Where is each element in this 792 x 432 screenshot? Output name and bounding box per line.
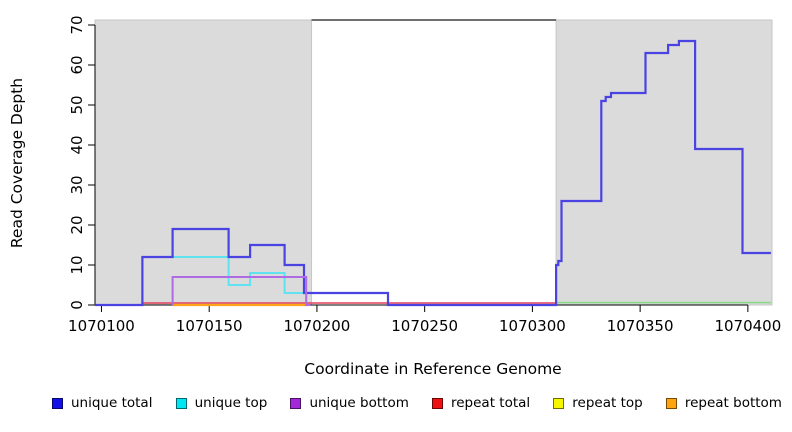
y-axis-title: Read Coverage Depth [8, 77, 26, 249]
x-axis-title: Coordinate in Reference Genome [304, 360, 562, 378]
legend-label: unique top [194, 395, 268, 411]
x-tick-label: 1070150 [175, 317, 243, 335]
legend-swatch-icon [553, 397, 565, 409]
legend-item-repeat-top: repeat top [553, 395, 643, 411]
series-line-unique-bottom [171, 276, 311, 306]
legend: unique total unique top unique bottom repea… [52, 395, 782, 411]
legend-label: repeat top [572, 395, 643, 411]
legend-label: unique total [71, 395, 153, 411]
y-tick-label: 30 [68, 175, 86, 195]
x-tick-label: 1070400 [714, 317, 782, 335]
x-tick-label: 1070350 [606, 317, 674, 335]
y-tick-label: 40 [68, 135, 86, 155]
legend-item-unique-bottom: unique bottom [290, 395, 409, 411]
legend-swatch-icon [52, 397, 63, 409]
x-tick-label: 1070300 [498, 317, 566, 335]
legend-label: repeat bottom [684, 395, 782, 411]
legend-swatch-icon [175, 397, 187, 409]
legend-item-repeat-total: repeat total [431, 395, 531, 411]
series-line-unique-total [95, 39, 771, 307]
legend-item-unique-top: unique top [175, 395, 268, 411]
x-tick-label: 1070200 [283, 317, 351, 335]
legend-item-unique-total: unique total [52, 395, 152, 411]
left-gray-region [94, 19, 313, 306]
x-tick-label: 1070100 [68, 317, 135, 335]
legend-item-repeat-bottom: repeat bottom [665, 395, 782, 411]
y-tick-label: 60 [68, 55, 86, 75]
legend-label: unique bottom [309, 395, 409, 411]
y-tick-label: 70 [68, 15, 86, 35]
x-tick-label: 1070250 [391, 317, 459, 335]
y-tick-label: 10 [68, 255, 86, 275]
legend-label: repeat total [450, 395, 531, 411]
y-tick-label: 20 [68, 215, 86, 235]
legend-swatch-icon [665, 397, 677, 409]
y-tick-label: 50 [68, 95, 86, 115]
legend-swatch-icon [431, 397, 443, 409]
right-gray-region [555, 19, 773, 306]
y-tick-label: 0 [68, 300, 86, 310]
legend-swatch-icon [290, 397, 302, 409]
